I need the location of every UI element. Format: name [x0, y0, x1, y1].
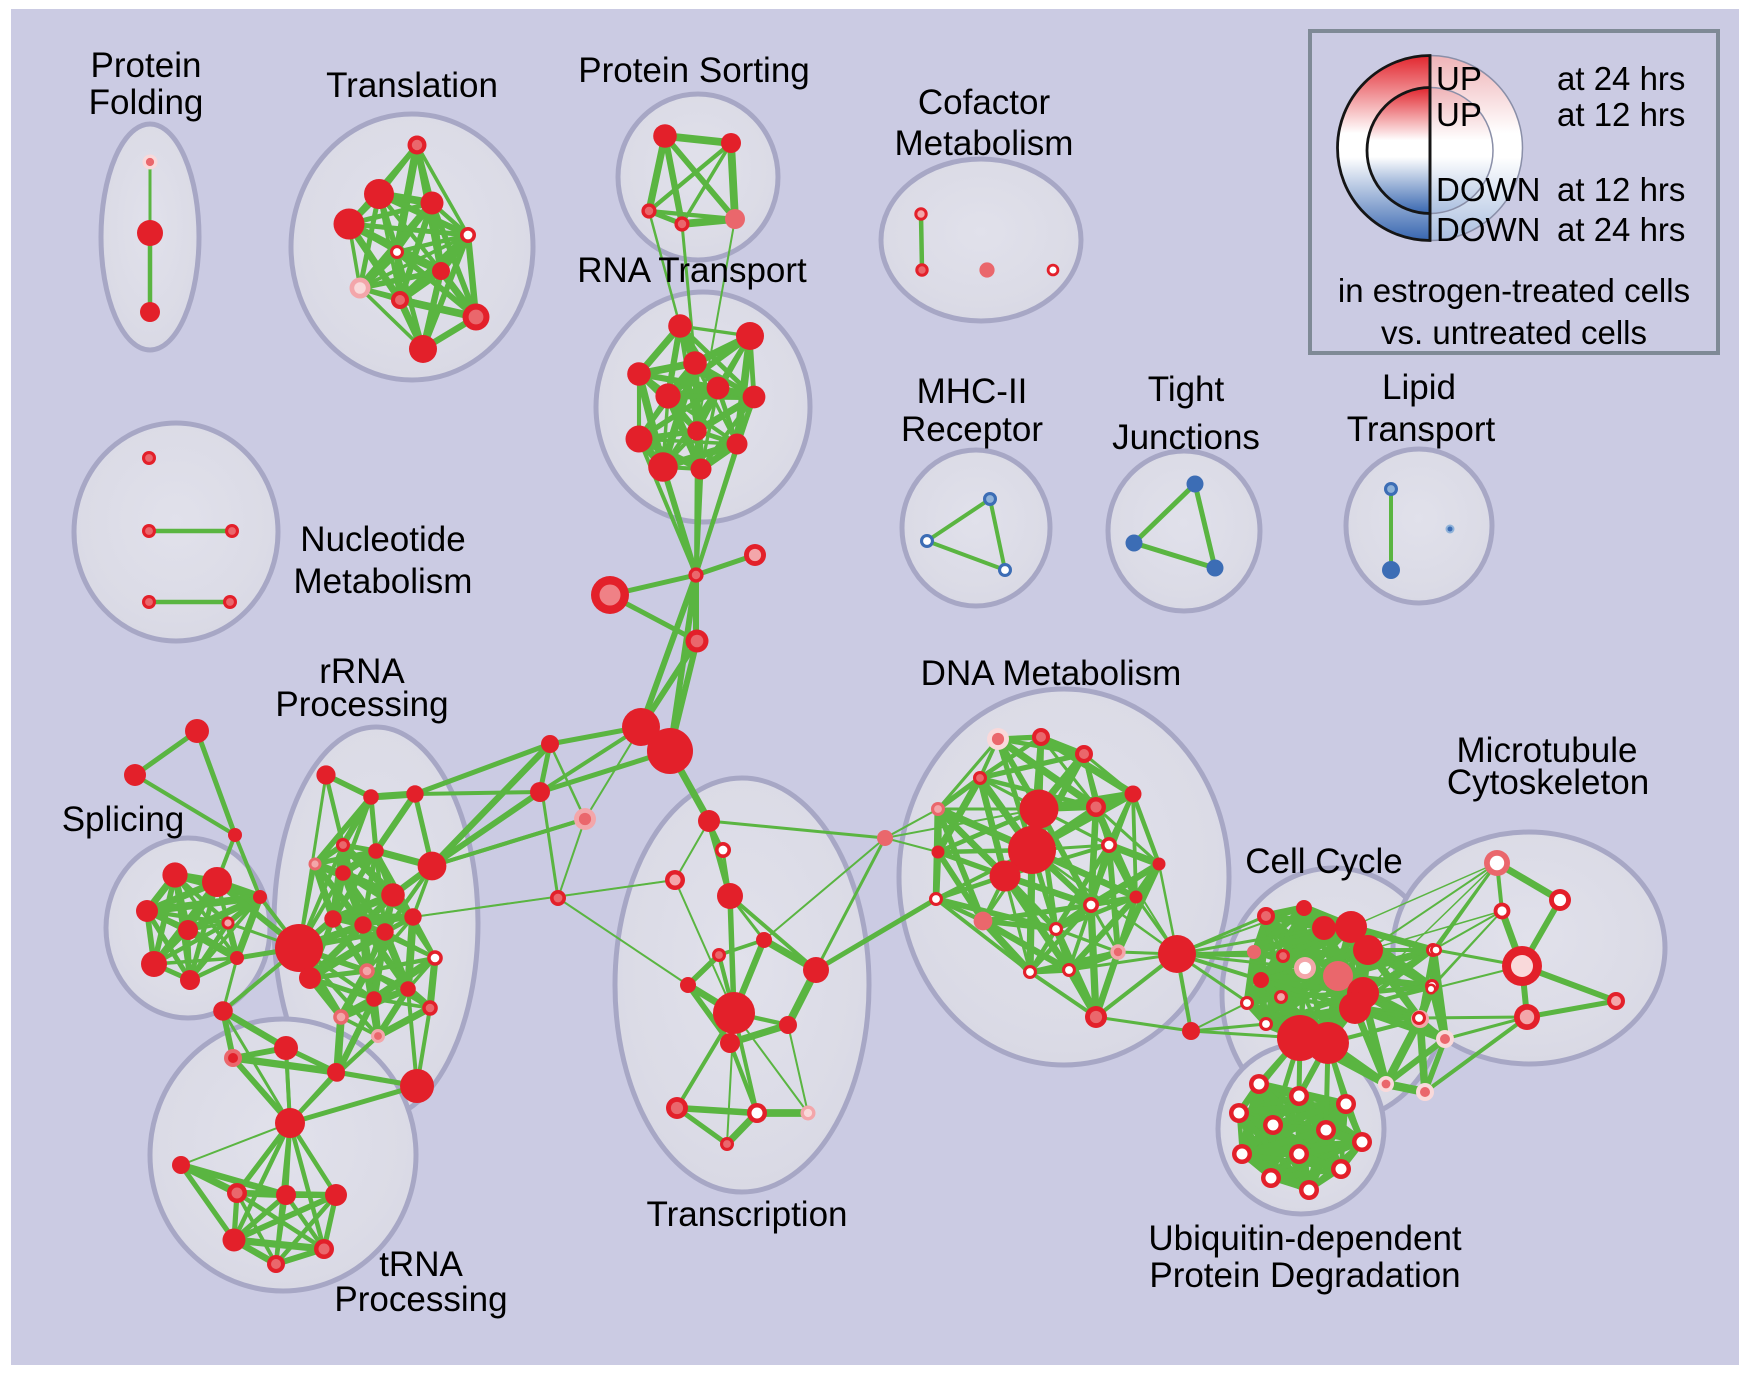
svg-text:UP: UP: [1436, 60, 1482, 97]
svg-text:vs. untreated cells: vs. untreated cells: [1381, 314, 1647, 351]
svg-text:DNA Metabolism: DNA Metabolism: [921, 654, 1182, 693]
svg-text:RNA Transport: RNA Transport: [577, 251, 807, 290]
svg-text:UP: UP: [1436, 96, 1482, 133]
svg-text:Protein Degradation: Protein Degradation: [1149, 1256, 1460, 1295]
svg-text:Cell Cycle: Cell Cycle: [1245, 842, 1403, 881]
svg-text:Splicing: Splicing: [62, 800, 185, 839]
svg-text:Folding: Folding: [89, 83, 204, 122]
svg-text:at 12 hrs: at 12 hrs: [1557, 171, 1685, 208]
svg-text:Cytoskeleton: Cytoskeleton: [1447, 763, 1649, 802]
svg-text:at 12 hrs: at 12 hrs: [1557, 96, 1685, 133]
svg-text:DOWN: DOWN: [1436, 211, 1540, 248]
svg-text:Metabolism: Metabolism: [294, 562, 473, 601]
svg-text:in estrogen-treated cells: in estrogen-treated cells: [1338, 272, 1690, 309]
svg-text:Transcription: Transcription: [647, 1195, 848, 1234]
svg-text:Protein: Protein: [91, 46, 202, 85]
svg-text:Processing: Processing: [334, 1280, 507, 1319]
svg-text:Transport: Transport: [1347, 410, 1496, 449]
svg-text:Metabolism: Metabolism: [895, 124, 1074, 163]
svg-text:Translation: Translation: [326, 66, 498, 105]
svg-text:Ubiquitin-dependent: Ubiquitin-dependent: [1148, 1219, 1462, 1258]
svg-text:Cofactor: Cofactor: [918, 83, 1051, 122]
svg-text:Microtubule: Microtubule: [1457, 731, 1638, 770]
svg-text:DOWN: DOWN: [1436, 171, 1540, 208]
svg-text:Protein Sorting: Protein Sorting: [578, 51, 810, 90]
svg-text:Processing: Processing: [275, 685, 448, 724]
svg-text:tRNA: tRNA: [379, 1245, 463, 1284]
svg-text:Lipid: Lipid: [1382, 368, 1456, 407]
svg-text:MHC-II: MHC-II: [917, 372, 1028, 411]
svg-text:Tight: Tight: [1148, 370, 1225, 409]
svg-text:Junctions: Junctions: [1112, 418, 1260, 457]
svg-text:Nucleotide: Nucleotide: [300, 520, 465, 559]
svg-text:at 24 hrs: at 24 hrs: [1557, 211, 1685, 248]
svg-text:at 24 hrs: at 24 hrs: [1557, 60, 1685, 97]
svg-text:Receptor: Receptor: [901, 410, 1043, 449]
svg-text:rRNA: rRNA: [319, 652, 405, 691]
